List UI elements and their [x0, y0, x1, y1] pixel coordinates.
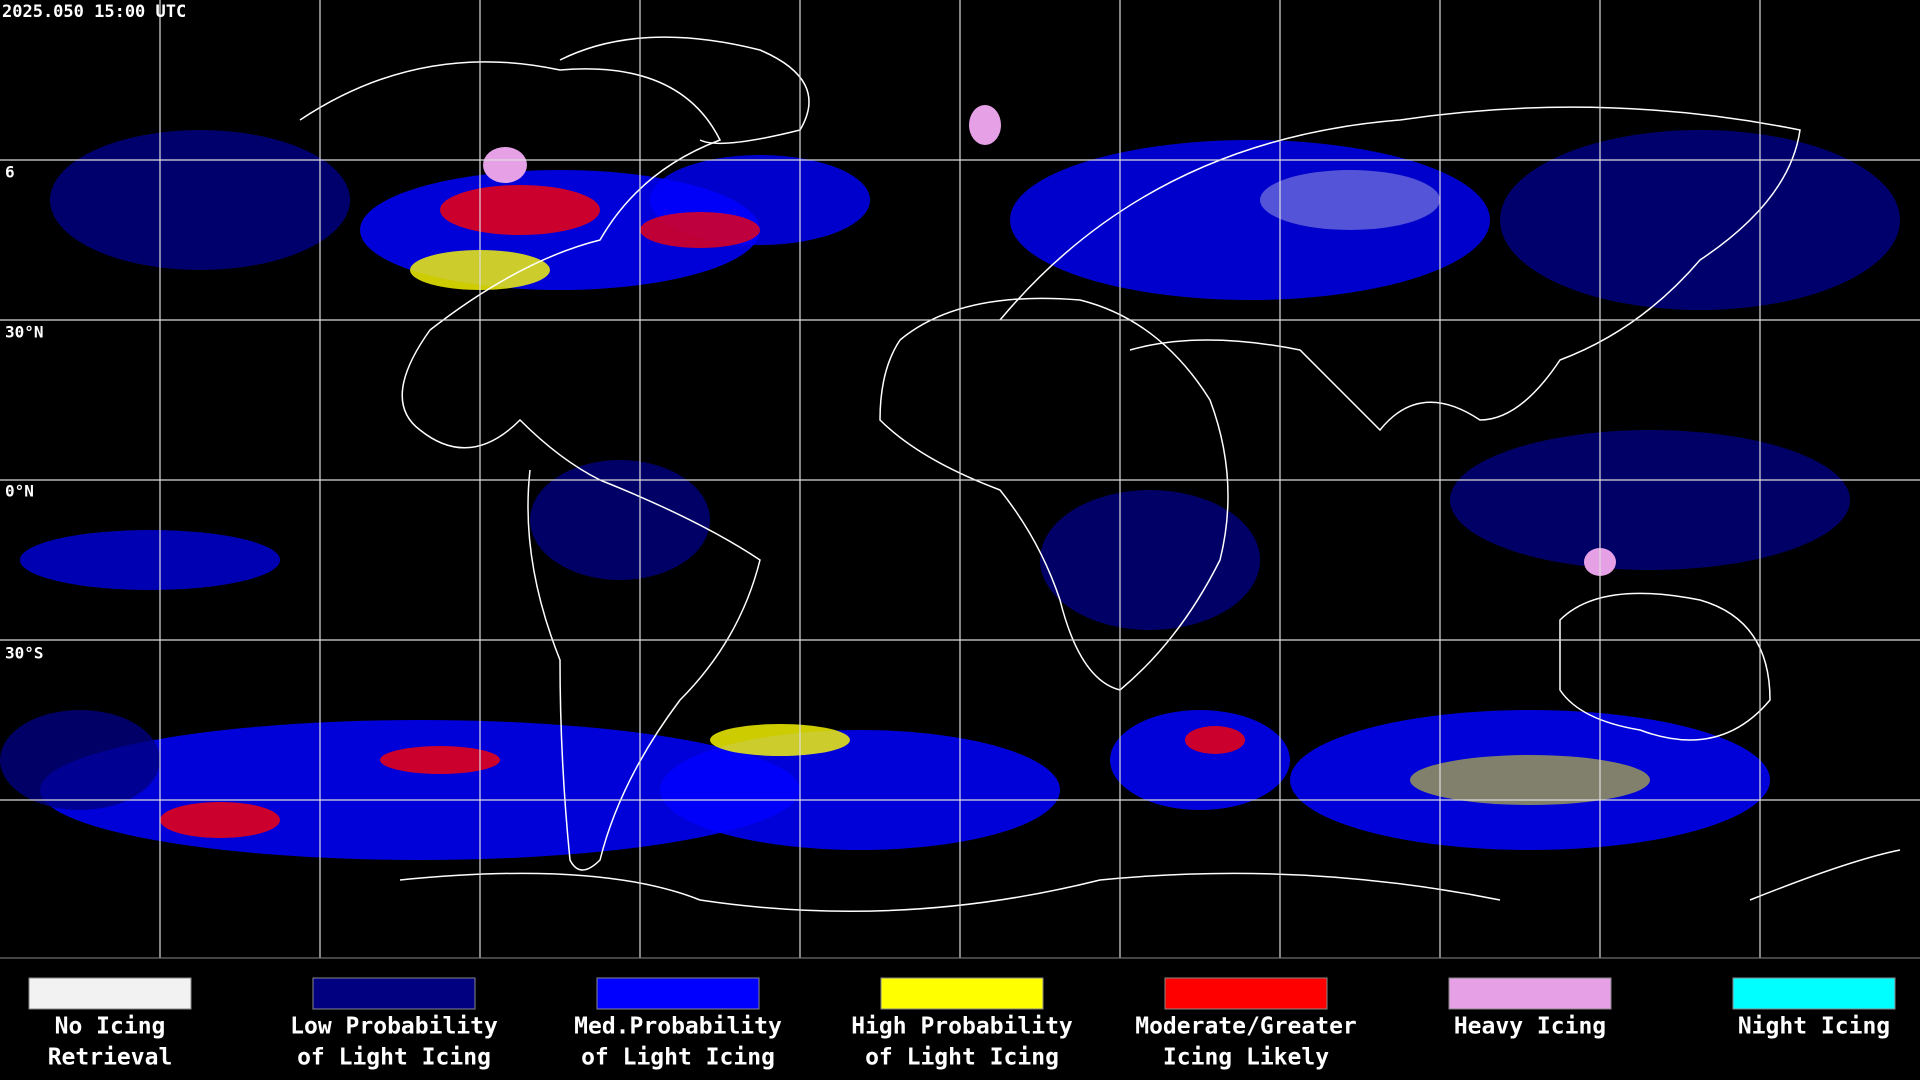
legend-swatch: [28, 977, 192, 1010]
legend-label: Retrieval: [48, 1045, 173, 1071]
graticule: [0, 0, 1920, 958]
legend-label: Moderate/Greater: [1135, 1014, 1357, 1040]
legend-swatch: [1732, 977, 1896, 1010]
legend-label: of Light Icing: [297, 1045, 491, 1071]
latitude-label: 0°N: [5, 482, 34, 501]
legend-swatch: [596, 977, 760, 1010]
legend-label: Med.Probability: [574, 1014, 782, 1040]
timestamp: 2025.050 15:00 UTC: [2, 2, 186, 22]
legend-swatch: [1448, 977, 1612, 1010]
coastlines: [299, 36, 1901, 912]
icing-field: [0, 105, 1900, 860]
legend-swatch: [880, 977, 1044, 1010]
legend-swatch: [312, 977, 476, 1010]
legend-label: of Light Icing: [865, 1045, 1059, 1071]
legend-label: No Icing: [55, 1014, 166, 1040]
latitude-label: 6: [5, 163, 15, 182]
latitude-label: 30°N: [5, 323, 44, 342]
legend-label: High Probability: [851, 1014, 1073, 1040]
legend-label: Icing Likely: [1163, 1045, 1329, 1071]
legend-label: of Light Icing: [581, 1045, 775, 1071]
legend-label: Night Icing: [1738, 1014, 1890, 1040]
legend-label: Heavy Icing: [1454, 1014, 1606, 1040]
latitude-label: 30°S: [5, 644, 44, 663]
legend-swatch: [1164, 977, 1328, 1010]
legend-label: Low Probability: [290, 1014, 498, 1040]
